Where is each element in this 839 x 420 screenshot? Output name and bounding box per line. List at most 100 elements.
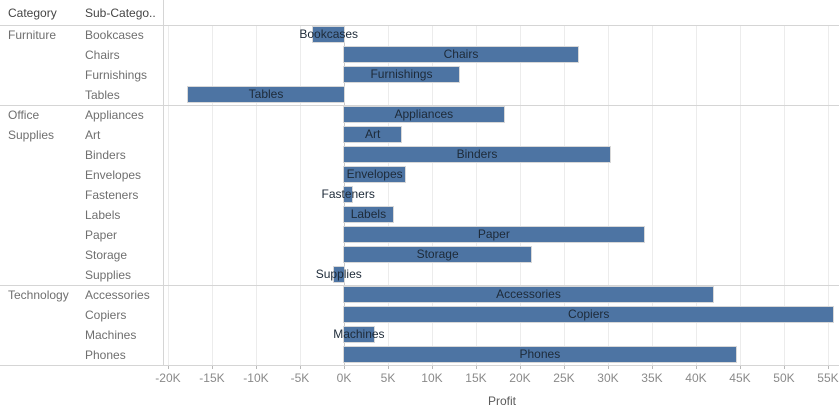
group-separator-line bbox=[0, 105, 839, 106]
axis-tick-mark bbox=[299, 365, 301, 369]
gridline bbox=[827, 25, 829, 365]
profit-bar[interactable] bbox=[342, 126, 403, 143]
axis-tick-mark bbox=[167, 365, 169, 369]
category-row-label[interactable]: Technology bbox=[8, 288, 69, 302]
subcategory-row-label[interactable]: Chairs bbox=[85, 48, 120, 62]
profit-bar[interactable] bbox=[312, 26, 345, 43]
axis-tick-label: 40K bbox=[685, 371, 707, 385]
profit-bar[interactable] bbox=[332, 266, 345, 283]
axis-tick-label: -15K bbox=[199, 371, 225, 385]
axis-tick-label: 10K bbox=[421, 371, 443, 385]
bar-value-label: Appliances bbox=[394, 107, 454, 121]
panel-divider-line bbox=[163, 0, 164, 365]
bar-value-label: Storage bbox=[416, 247, 459, 261]
profit-bar[interactable] bbox=[342, 66, 460, 83]
profit-bar[interactable] bbox=[342, 186, 354, 203]
profit-bar[interactable] bbox=[342, 226, 645, 243]
subcategory-column-header[interactable]: Sub-Catego.. bbox=[85, 6, 156, 20]
axis-tick-label: 5K bbox=[380, 371, 396, 385]
x-axis-title: Profit bbox=[487, 394, 517, 408]
axis-tick-mark bbox=[651, 365, 653, 369]
axis-tick-mark bbox=[607, 365, 609, 369]
axis-tick-mark bbox=[783, 365, 785, 369]
axis-tick-label: -10K bbox=[243, 371, 269, 385]
bar-value-label: Labels bbox=[350, 207, 387, 221]
gridline bbox=[563, 25, 565, 365]
bar-value-label: Chairs bbox=[443, 47, 479, 61]
axis-tick-label: 55K bbox=[817, 371, 839, 385]
bar-value-label: Supplies bbox=[315, 267, 362, 281]
gridline bbox=[255, 25, 257, 365]
axis-tick-label: 20K bbox=[509, 371, 531, 385]
axis-tick-mark bbox=[827, 365, 829, 369]
profit-bar[interactable] bbox=[342, 46, 579, 63]
axis-tick-mark bbox=[431, 365, 433, 369]
subcategory-row-label[interactable]: Accessories bbox=[85, 288, 150, 302]
profit-bar[interactable] bbox=[342, 286, 715, 303]
subcategory-row-label[interactable]: Paper bbox=[85, 228, 118, 242]
subcategory-row-label[interactable]: Copiers bbox=[85, 308, 127, 322]
bar-value-label: Phones bbox=[519, 347, 561, 361]
axis-tick-mark bbox=[343, 365, 345, 369]
gridline bbox=[387, 25, 389, 365]
gridline bbox=[739, 25, 741, 365]
category-column-header[interactable]: Category bbox=[8, 6, 57, 20]
axis-tick-mark bbox=[387, 365, 389, 369]
subcategory-row-label[interactable]: Bookcases bbox=[85, 28, 144, 42]
axis-tick-mark bbox=[563, 365, 565, 369]
axis-tick-label: 45K bbox=[729, 371, 751, 385]
group-separator-line bbox=[0, 365, 839, 366]
gridline bbox=[607, 25, 609, 365]
bar-value-label: Tables bbox=[248, 87, 284, 101]
gridline bbox=[431, 25, 433, 365]
subcategory-row-label[interactable]: Binders bbox=[85, 148, 126, 162]
subcategory-row-label[interactable]: Fasteners bbox=[85, 188, 139, 202]
axis-tick-label: 0K bbox=[336, 371, 352, 385]
subcategory-row-label[interactable]: Storage bbox=[85, 248, 128, 262]
profit-bar[interactable] bbox=[342, 326, 375, 343]
profit-bar[interactable] bbox=[342, 306, 835, 323]
axis-tick-mark bbox=[475, 365, 477, 369]
group-separator-line bbox=[0, 285, 839, 286]
bar-value-label: Art bbox=[365, 127, 381, 141]
axis-tick-mark bbox=[519, 365, 521, 369]
bar-value-label: Paper bbox=[477, 227, 510, 241]
subcategory-row-label[interactable]: Phones bbox=[85, 348, 126, 362]
subcategory-row-label[interactable]: Art bbox=[85, 128, 101, 142]
axis-tick-label: 25K bbox=[553, 371, 575, 385]
profit-bar[interactable] bbox=[342, 346, 737, 363]
gridline bbox=[167, 25, 169, 365]
category-row-label[interactable]: Furniture bbox=[8, 28, 57, 42]
bar-value-label: Fasteners bbox=[321, 187, 375, 201]
gridline bbox=[299, 25, 301, 365]
axis-tick-label: 50K bbox=[773, 371, 795, 385]
axis-tick-mark bbox=[211, 365, 213, 369]
gridline bbox=[519, 25, 521, 365]
category-row-label[interactable]: Office Supplies bbox=[8, 108, 55, 142]
subcategory-row-label[interactable]: Labels bbox=[85, 208, 121, 222]
axis-tick-label: 35K bbox=[641, 371, 663, 385]
profit-bar[interactable] bbox=[342, 106, 505, 123]
subcategory-row-label[interactable]: Supplies bbox=[85, 268, 132, 282]
axis-tick-label: 15K bbox=[465, 371, 487, 385]
profit-bar[interactable] bbox=[342, 206, 394, 223]
subcategory-row-label[interactable]: Tables bbox=[85, 88, 120, 102]
profit-bar[interactable] bbox=[342, 246, 533, 263]
axis-tick-label: -5K bbox=[290, 371, 310, 385]
gridline bbox=[211, 25, 213, 365]
axis-tick-mark bbox=[695, 365, 697, 369]
gridline bbox=[783, 25, 785, 365]
subcategory-row-label[interactable]: Envelopes bbox=[85, 168, 142, 182]
subcategory-row-label[interactable]: Appliances bbox=[85, 108, 144, 122]
profit-bar[interactable] bbox=[187, 86, 345, 103]
gridline bbox=[651, 25, 653, 365]
profit-bar[interactable] bbox=[342, 166, 407, 183]
axis-tick-mark bbox=[739, 365, 741, 369]
profit-bar[interactable] bbox=[342, 146, 611, 163]
subcategory-row-label[interactable]: Machines bbox=[85, 328, 137, 342]
axis-tick-label: 30K bbox=[597, 371, 619, 385]
bar-value-label: Accessories bbox=[496, 287, 561, 301]
subcategory-row-label[interactable]: Furnishings bbox=[85, 68, 148, 82]
gridline bbox=[475, 25, 477, 365]
